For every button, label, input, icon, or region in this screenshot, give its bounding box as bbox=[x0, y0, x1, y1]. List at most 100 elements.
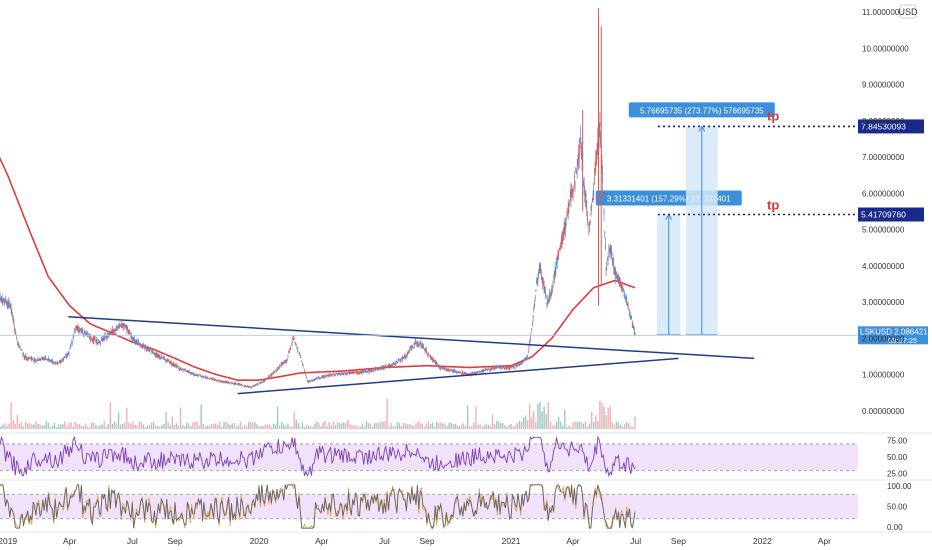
candle-body bbox=[386, 367, 387, 369]
candle-body bbox=[273, 371, 275, 373]
trendlines[interactable] bbox=[68, 315, 755, 395]
candle-body bbox=[158, 357, 160, 358]
volume-bar bbox=[111, 424, 114, 429]
measure-boxes[interactable]: 3.31331401 (157.29%) 331331401 5.76695735… bbox=[595, 102, 775, 336]
candle-body bbox=[599, 120, 601, 127]
volume-bar bbox=[392, 425, 395, 429]
candle-body bbox=[231, 382, 232, 384]
volume-bar bbox=[173, 425, 176, 429]
candle-body bbox=[612, 258, 614, 260]
candle-body bbox=[334, 373, 336, 376]
candle-body bbox=[401, 357, 403, 359]
candle-body bbox=[104, 335, 106, 339]
trendline-descending-resistance[interactable] bbox=[68, 315, 755, 360]
volume-bar bbox=[324, 421, 326, 429]
candle-body bbox=[571, 190, 573, 192]
candle-body bbox=[362, 370, 364, 373]
candle-body bbox=[445, 367, 447, 370]
volume-bar bbox=[24, 421, 27, 429]
candle-body bbox=[501, 367, 502, 368]
candle-body bbox=[178, 368, 180, 370]
candle-body bbox=[589, 223, 591, 225]
volume-bar bbox=[99, 425, 101, 429]
candle-body bbox=[350, 372, 352, 374]
candle-body bbox=[14, 328, 16, 330]
candle-body bbox=[222, 381, 224, 383]
volume-bar bbox=[55, 426, 58, 429]
candle-body bbox=[69, 346, 71, 348]
stoch-tick-label: 100.00 bbox=[887, 482, 912, 491]
candle-body bbox=[329, 375, 331, 377]
candle-body bbox=[165, 359, 167, 361]
volume-bar bbox=[570, 426, 572, 429]
rsi-tick-label: 50.00 bbox=[887, 453, 908, 462]
candle-body bbox=[244, 385, 246, 387]
candle-body bbox=[361, 371, 363, 373]
candle-body bbox=[20, 348, 22, 350]
candle-body bbox=[214, 379, 216, 380]
candle-body bbox=[596, 144, 598, 155]
candle-body bbox=[23, 355, 25, 359]
time-tick-label: Jul bbox=[379, 536, 390, 546]
volume-bar bbox=[101, 424, 103, 429]
trendline-ascending-support[interactable] bbox=[237, 357, 679, 395]
currency-badge[interactable]: USD bbox=[898, 4, 918, 19]
volume-bar bbox=[343, 422, 345, 429]
candle-body bbox=[439, 365, 440, 369]
candle-body bbox=[574, 181, 576, 183]
candle-body bbox=[387, 365, 389, 367]
candle-body bbox=[529, 341, 531, 344]
candle-body bbox=[7, 301, 9, 307]
candle-body bbox=[47, 358, 49, 361]
candle-body bbox=[517, 364, 519, 366]
candle-body bbox=[343, 372, 345, 375]
candle-body bbox=[299, 356, 301, 358]
candle-body bbox=[396, 361, 398, 362]
candle-body bbox=[48, 359, 50, 360]
candle-body bbox=[127, 330, 129, 333]
volume-bar bbox=[425, 423, 428, 429]
volume-bar bbox=[256, 424, 258, 429]
candle-body bbox=[297, 350, 299, 352]
candle-body bbox=[257, 383, 259, 385]
tp-label: tp bbox=[767, 198, 779, 213]
volume-bar bbox=[621, 426, 624, 429]
price-axis[interactable]: 11.00000000 10.00000000 9.00000000 8.000000… bbox=[862, 8, 909, 416]
candle-body bbox=[630, 316, 632, 319]
candle-body bbox=[148, 348, 150, 351]
candle-body bbox=[514, 365, 516, 366]
candle-body bbox=[394, 363, 396, 364]
candle-body bbox=[38, 360, 40, 361]
candle-body bbox=[356, 371, 358, 374]
volume-bar bbox=[547, 401, 549, 429]
time-axis[interactable]: 2019 Apr Jul Sep 2020 Apr Jul Sep 2021 Apr Jul Sep 2… bbox=[0, 536, 831, 546]
volume-bar bbox=[268, 424, 271, 429]
candle-body bbox=[315, 378, 317, 379]
price-tick-label: 1.00000000 bbox=[862, 371, 905, 380]
volume-bar bbox=[233, 422, 235, 429]
candle-body bbox=[54, 362, 56, 364]
candle-body bbox=[238, 383, 240, 385]
candle-body bbox=[279, 365, 281, 366]
volume-bar bbox=[237, 425, 240, 429]
candle-body bbox=[67, 353, 69, 355]
candle-body bbox=[242, 385, 244, 386]
candle-body bbox=[5, 299, 7, 301]
target-lines[interactable]: 7.84530093 tp 5.41709760 tp bbox=[658, 108, 924, 222]
candle-body bbox=[108, 333, 110, 336]
candle-body bbox=[23, 353, 25, 355]
candle-body bbox=[390, 364, 392, 367]
volume-bar bbox=[169, 425, 171, 429]
candle-body bbox=[268, 376, 270, 378]
candle-body bbox=[518, 363, 520, 365]
measure-arrow-head bbox=[698, 125, 706, 132]
candle-body bbox=[536, 280, 538, 283]
volume-bar bbox=[543, 406, 545, 429]
candle-body bbox=[378, 369, 380, 370]
volume-bar bbox=[553, 424, 556, 429]
candle-body bbox=[63, 357, 64, 360]
candle-body bbox=[559, 247, 561, 251]
candle-body bbox=[386, 365, 388, 367]
candle-body bbox=[370, 369, 372, 372]
